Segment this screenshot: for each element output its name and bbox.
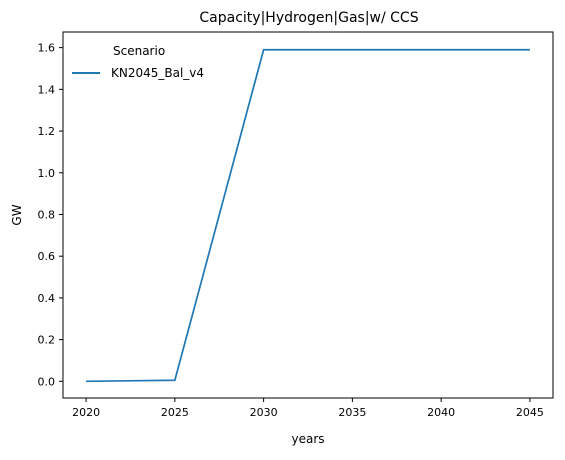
y-tick-label: 1.0	[38, 167, 56, 180]
chart-title: Capacity|Hydrogen|Gas|w/ CCS	[199, 10, 418, 26]
x-axis: 2020 2025 2030 2035 2040 2045	[72, 398, 544, 419]
y-tick-label: 0.2	[38, 334, 56, 347]
x-tick-label: 2035	[338, 406, 366, 419]
y-tick-label: 1.2	[38, 125, 56, 138]
x-tick-label: 2045	[516, 406, 544, 419]
x-tick-label: 2040	[427, 406, 455, 419]
y-tick-label: 0.4	[38, 292, 56, 305]
x-tick-label: 2030	[250, 406, 278, 419]
x-axis-label: years	[291, 432, 324, 446]
legend-entry: KN2045_Bal_v4	[111, 66, 204, 80]
y-tick-label: 1.6	[38, 42, 56, 55]
y-tick-label: 1.4	[38, 83, 56, 96]
y-tick-label: 0.8	[38, 208, 56, 221]
legend-title: Scenario	[113, 44, 165, 58]
y-axis-label: GW	[10, 204, 24, 225]
series-layer	[86, 48, 530, 383]
y-tick-label: 0.0	[38, 375, 56, 388]
y-tick-label: 0.6	[38, 250, 56, 263]
series-line	[86, 48, 530, 383]
legend: Scenario KN2045_Bal_v4	[72, 44, 204, 80]
y-axis: 0.0 0.2 0.4 0.6 0.8 1.0 1.2 1.4 1.6	[38, 42, 63, 388]
plot-frame	[62, 31, 554, 399]
x-tick-label: 2025	[161, 406, 189, 419]
x-tick-label: 2020	[72, 406, 100, 419]
